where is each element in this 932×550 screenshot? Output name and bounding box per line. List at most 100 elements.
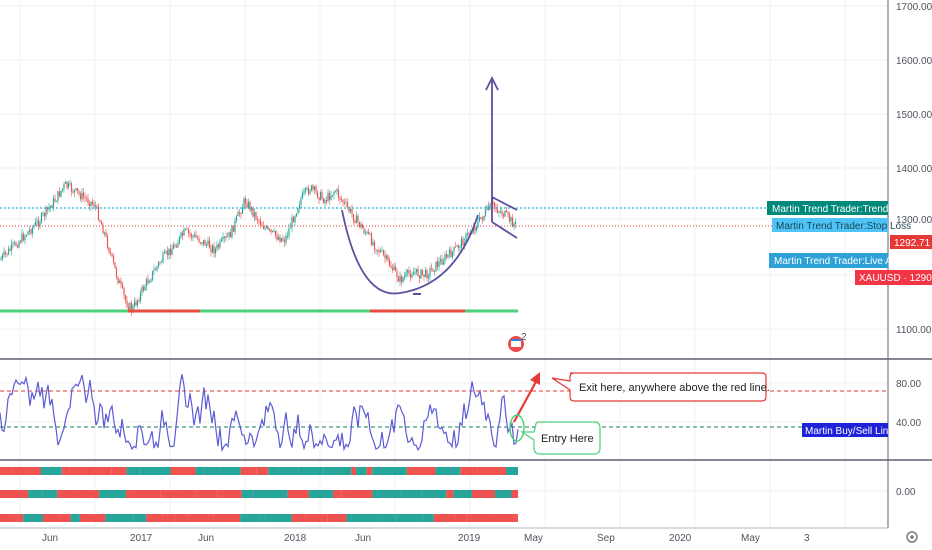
candle-body <box>411 275 413 278</box>
candle-body <box>148 281 151 283</box>
time-tick-2020: 2020 <box>669 533 692 544</box>
flag-drawing[interactable] <box>491 196 518 239</box>
candle-body <box>352 214 355 221</box>
candle-body <box>442 261 445 265</box>
buy-sell-segment <box>195 467 204 475</box>
candle-body <box>315 186 317 192</box>
cup-pattern-drawing[interactable] <box>341 209 479 295</box>
candle-body <box>213 245 215 254</box>
time-tick-3: 3 <box>804 533 810 544</box>
candle-body <box>289 227 292 229</box>
buy-sell-segment <box>381 514 396 522</box>
candle-body <box>385 255 388 259</box>
candle-body <box>307 187 310 194</box>
candle-body <box>291 217 293 228</box>
candle-body <box>46 207 49 210</box>
candle-body <box>106 235 109 248</box>
candle-body <box>208 240 211 249</box>
candle-body <box>408 270 410 274</box>
candle-body <box>181 232 184 236</box>
candle-body <box>96 205 98 207</box>
price-axis[interactable]: 1700.00 1600.00 1500.00 1400.00 1300.00 … <box>896 2 932 336</box>
buy-sell-segment <box>57 490 80 498</box>
price-tick-1400: 1400.00 <box>896 164 932 175</box>
candle-body <box>391 267 394 271</box>
candle-body <box>144 286 146 291</box>
trend-line-label[interactable]: Martin Trend Trader:Trend Line <box>767 201 910 215</box>
candle-body <box>297 208 299 214</box>
exit-callout-text: Exit here, anywhere above the red line. <box>579 382 770 394</box>
candle-body <box>228 232 230 237</box>
candle-body <box>205 244 208 246</box>
buy-sell-segment <box>188 514 214 522</box>
symbol-price-tag[interactable]: XAUUSD · 1290.01 <box>855 270 932 285</box>
candle-body <box>169 248 172 256</box>
buy-sell-label[interactable]: Martin Buy/Sell Lines <box>802 423 899 437</box>
candle-body <box>69 183 71 185</box>
candle-body <box>225 236 227 238</box>
candle-body <box>450 249 452 258</box>
price-value-tag[interactable]: 1292.71 <box>890 235 932 249</box>
buy-sell-segment <box>467 514 494 522</box>
candle-body <box>472 226 475 233</box>
candle-body <box>478 216 481 222</box>
candle-body <box>381 250 383 252</box>
candle-body <box>310 185 313 191</box>
buy-sell-segment <box>291 514 306 522</box>
candle-body <box>78 191 80 194</box>
buy-sell-segment <box>133 514 147 522</box>
time-tick-jun-2016: Jun <box>42 533 58 544</box>
settings-gear-icon[interactable] <box>906 531 918 543</box>
candle-body <box>147 279 149 283</box>
candle-body <box>394 266 397 271</box>
buy-sell-segment <box>79 514 106 522</box>
price-candles[interactable] <box>0 179 517 317</box>
candle-body <box>366 231 368 233</box>
candle-body <box>118 280 121 284</box>
buy-sell-segment <box>23 514 44 522</box>
bars-axis[interactable]: 0.00 <box>896 487 916 498</box>
buy-sell-segment <box>268 467 279 475</box>
candle-body <box>66 181 68 188</box>
oscillator-axis[interactable]: 80.00 <box>896 379 921 390</box>
candle-body <box>309 190 311 194</box>
buy-sell-segment <box>477 467 507 475</box>
time-axis[interactable]: Jun 2017 Jun 2018 Jun 2019 May Sep 2020 … <box>42 533 810 544</box>
buy-sell-segment <box>259 514 266 522</box>
candle-body <box>343 202 346 203</box>
candle-body <box>114 262 116 269</box>
stop-loss-label[interactable]: Martin Trend Trader:Stop Loss <box>772 218 911 232</box>
events-count: 2 <box>521 332 527 343</box>
oscillator-line[interactable] <box>0 374 519 453</box>
candle-body <box>285 235 287 243</box>
candle-body <box>276 235 278 240</box>
buy-sell-segment <box>372 467 402 475</box>
candle-body <box>493 202 496 208</box>
buy-sell-segment <box>178 490 197 498</box>
candle-body <box>99 220 101 222</box>
events-icon[interactable]: 2 <box>508 332 527 352</box>
candle-body <box>25 235 28 237</box>
live-alert-label[interactable]: Martin Trend Trader:Live Alert <box>769 253 906 268</box>
buy-sell-segment <box>146 514 163 522</box>
candle-body <box>217 244 220 248</box>
candle-body <box>204 240 206 246</box>
candle-body <box>498 211 500 213</box>
candle-body <box>274 230 277 236</box>
candle-body <box>60 190 62 197</box>
candle-body <box>321 192 323 199</box>
candle-body <box>429 268 431 277</box>
price-value-text: 1292.71 <box>894 238 931 249</box>
buy-sell-segment <box>460 467 478 475</box>
exit-callout[interactable]: Exit here, anywhere above the red line. <box>551 372 770 402</box>
candle-body <box>90 201 92 207</box>
candle-body <box>139 292 142 302</box>
entry-callout[interactable]: Entry Here <box>520 421 601 455</box>
buy-sell-segment <box>175 514 189 522</box>
buy-sell-segment <box>455 514 468 522</box>
candle-body <box>502 214 505 217</box>
candle-body <box>88 203 91 207</box>
buy-sell-segment <box>61 467 70 475</box>
candle-body <box>427 276 430 279</box>
